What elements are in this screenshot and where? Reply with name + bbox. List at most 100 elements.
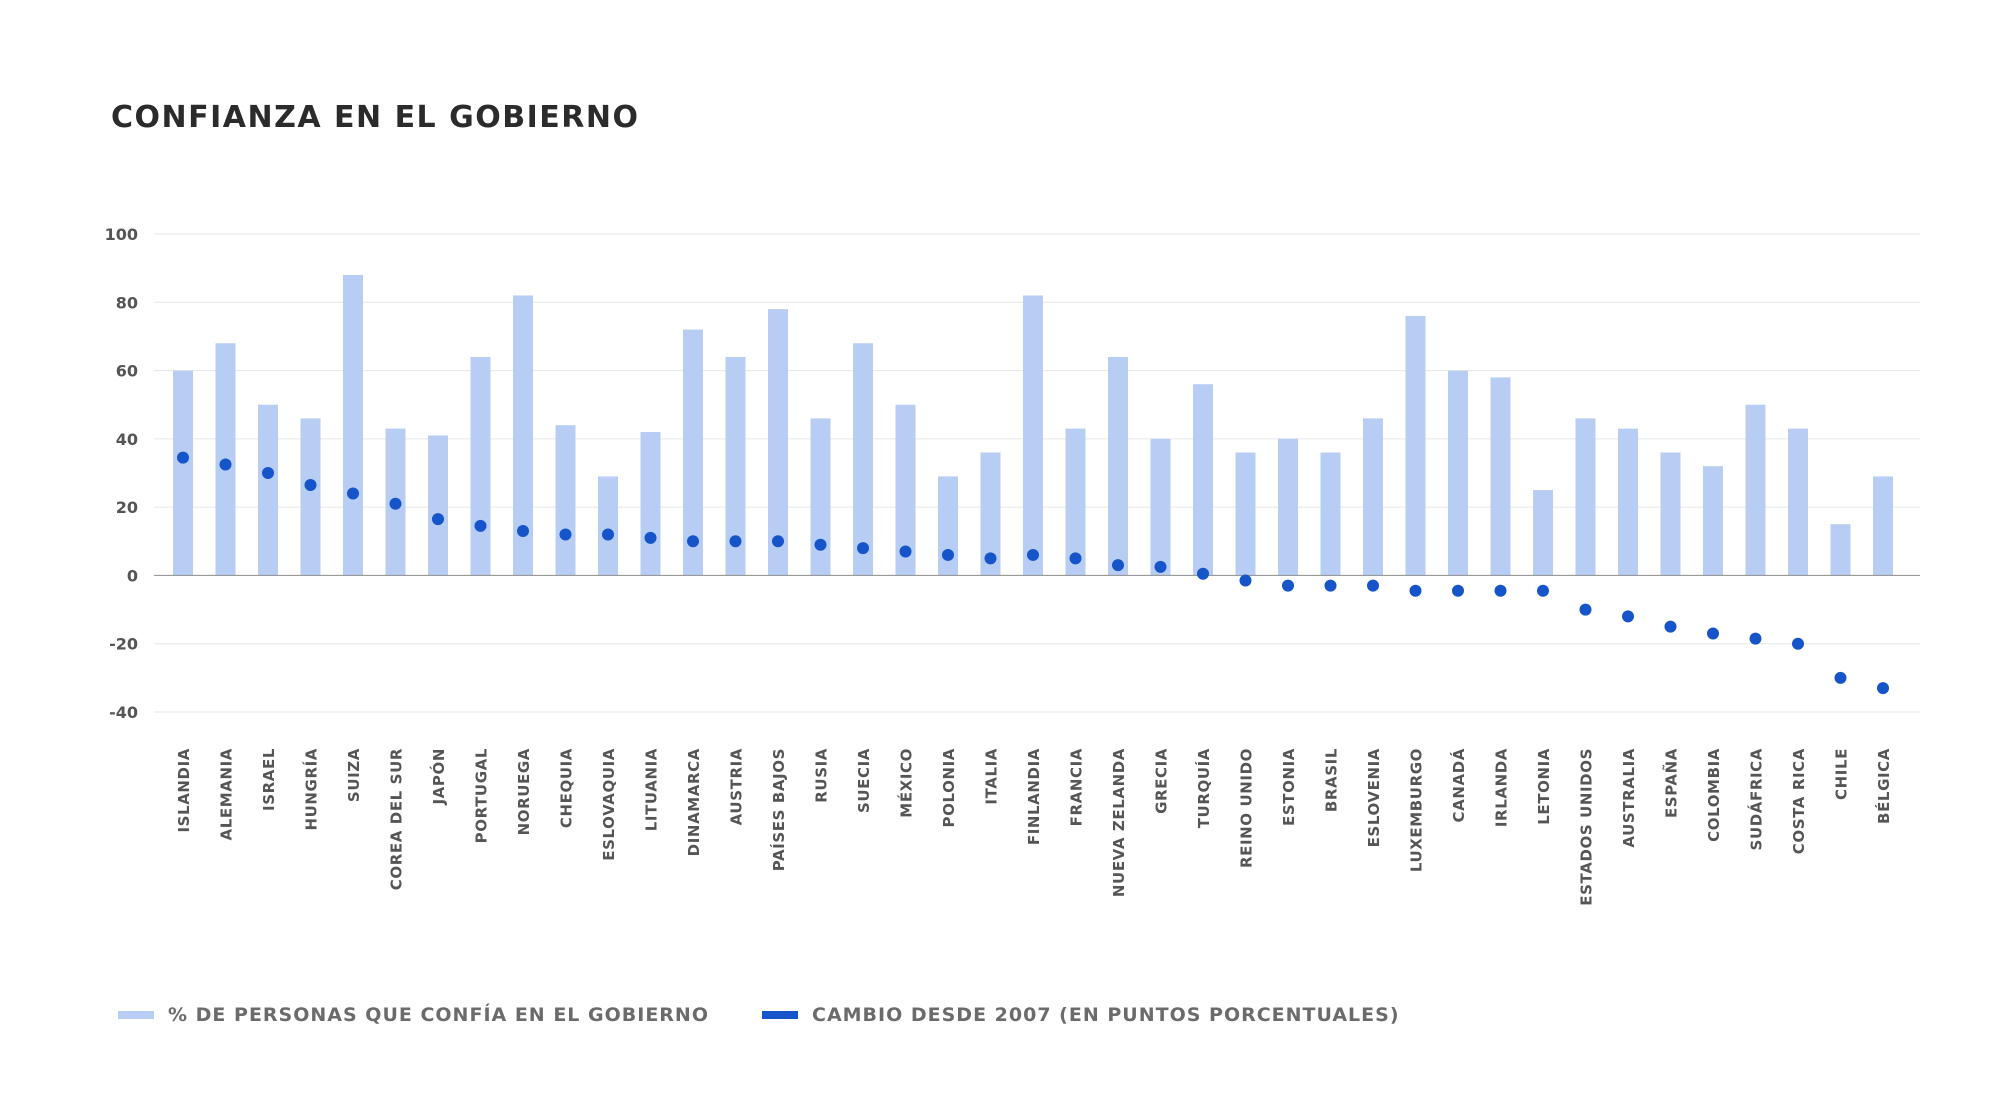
x-category-label: PAÍSES BAJOS — [769, 748, 788, 871]
bar-trust — [1830, 524, 1851, 576]
x-category-label: ITALIA — [983, 748, 1001, 805]
dot-change — [1494, 584, 1507, 597]
bar-trust — [258, 404, 278, 576]
bar-trust — [1278, 438, 1298, 576]
bar-trust — [1235, 452, 1256, 576]
y-tick-label: 20 — [116, 498, 138, 517]
dot-change — [474, 519, 487, 532]
dot-change — [262, 467, 274, 479]
x-category-label: ISRAEL — [260, 748, 278, 811]
x-category-label: ALEMANIA — [218, 748, 236, 841]
x-category-label: AUSTRIA — [728, 748, 746, 825]
x-category-label: CHEQUIA — [558, 748, 576, 828]
y-tick-label: 40 — [116, 430, 138, 449]
x-category-label: FRANCIA — [1068, 748, 1086, 826]
x-category-label: SUDÁFRICA — [1747, 748, 1766, 850]
x-category-label: TURQUÍA — [1194, 748, 1213, 828]
bar-trust — [1618, 428, 1638, 576]
x-category-label: HUNGRÍA — [302, 748, 321, 831]
x-category-label: BÉLGICA — [1874, 748, 1893, 824]
dot-change — [1877, 682, 1889, 695]
dot-change — [602, 528, 614, 541]
x-category-label: SUECIA — [855, 748, 873, 813]
dot-change — [1707, 627, 1719, 640]
legend-item-trust: % DE PERSONAS QUE CONFÍA EN EL GOBIERNO — [118, 1004, 709, 1026]
dot-change — [1622, 610, 1634, 623]
dot-change — [899, 545, 912, 558]
y-axis-ticks: 100 80 60 40 20 0 -20 -40 — [105, 225, 138, 722]
x-category-label: BRASIL — [1323, 748, 1341, 812]
x-category-label: LETONIA — [1535, 748, 1553, 825]
bar-trust — [1745, 404, 1766, 576]
x-category-label: COLOMBIA — [1705, 748, 1723, 842]
x-category-label: AUSTRALIA — [1620, 748, 1638, 848]
bar-trust — [895, 404, 916, 576]
dot-change — [1367, 579, 1379, 592]
x-category-label: POLONIA — [940, 748, 958, 827]
bar-series — [173, 274, 1893, 576]
dot-change — [687, 535, 699, 548]
dot-change — [644, 531, 657, 544]
x-category-label: ISLANDIA — [175, 748, 193, 833]
x-category-label: ESLOVAQUIA — [600, 748, 618, 861]
dot-change — [1027, 548, 1039, 561]
x-category-label: COSTA RICA — [1790, 748, 1808, 854]
dot-change — [347, 487, 359, 500]
bar-trust — [1108, 356, 1128, 576]
bar-trust — [980, 452, 1001, 576]
bar-trust — [1448, 370, 1468, 576]
bar-trust — [1363, 418, 1383, 576]
legend-item-change: CAMBIO DESDE 2007 (EN PUNTOS PORCENTUALE… — [762, 1004, 1400, 1026]
bar-trust — [598, 476, 618, 576]
bar-trust — [853, 343, 873, 576]
bar-trust — [1023, 295, 1043, 576]
dot-change — [1537, 584, 1549, 597]
bar-trust — [1490, 377, 1511, 576]
bar-trust — [1320, 452, 1341, 576]
bar-trust — [1193, 384, 1213, 576]
x-category-label: RUSIA — [813, 748, 831, 803]
x-category-label: CANADÁ — [1449, 748, 1468, 822]
dot-change — [559, 528, 572, 541]
dot-change — [1792, 637, 1804, 650]
bar-trust — [513, 295, 533, 576]
dot-change — [219, 458, 232, 471]
y-tick-label: 80 — [116, 293, 138, 312]
bar-trust — [555, 425, 576, 576]
dot-change — [1324, 579, 1337, 592]
bar-trust — [1788, 428, 1808, 576]
dot-change — [304, 478, 317, 491]
dot-change — [942, 548, 954, 561]
bar-trust — [1533, 490, 1553, 576]
dot-change — [1452, 584, 1464, 597]
dot-change — [857, 542, 869, 555]
bar-trust — [1575, 418, 1596, 576]
x-category-label: FINLANDIA — [1025, 748, 1043, 845]
dot-change — [389, 497, 402, 510]
bar-trust — [470, 356, 491, 576]
y-tick-label: -20 — [109, 635, 138, 654]
x-category-label: LITUANIA — [643, 748, 661, 831]
dot-change — [1409, 584, 1422, 597]
x-category-label: NORUEGA — [515, 748, 533, 835]
x-axis-labels: ISLANDIA ALEMANIA ISRAEL HUNGRÍA SUIZA COREA … — [175, 748, 1893, 906]
x-category-label: REINO UNIDO — [1238, 748, 1256, 868]
x-category-label: IRLANDA — [1493, 748, 1511, 827]
x-category-label: LUXEMBURGO — [1408, 748, 1426, 872]
x-category-label: COREA DEL SUR — [388, 748, 406, 890]
bar-trust — [1873, 476, 1893, 576]
dot-change — [1112, 559, 1124, 572]
dot-change — [1197, 567, 1209, 580]
x-category-label: ESPAÑA — [1662, 748, 1681, 818]
bar-trust — [725, 356, 746, 576]
dot-change — [814, 538, 827, 551]
x-category-label: DINAMARCA — [685, 748, 703, 856]
legend-swatch-dot — [762, 1011, 798, 1019]
x-category-label: GRECIA — [1153, 748, 1171, 814]
chart-plot: 100 80 60 40 20 0 -20 -40 ISLANDIA ALEMANIA ISRAE… — [105, 225, 1920, 906]
bar-trust — [428, 435, 448, 576]
y-tick-label: 60 — [116, 362, 138, 381]
dot-change — [1579, 603, 1592, 616]
bar-trust — [1065, 428, 1086, 576]
x-category-label: MÉXICO — [897, 748, 916, 818]
